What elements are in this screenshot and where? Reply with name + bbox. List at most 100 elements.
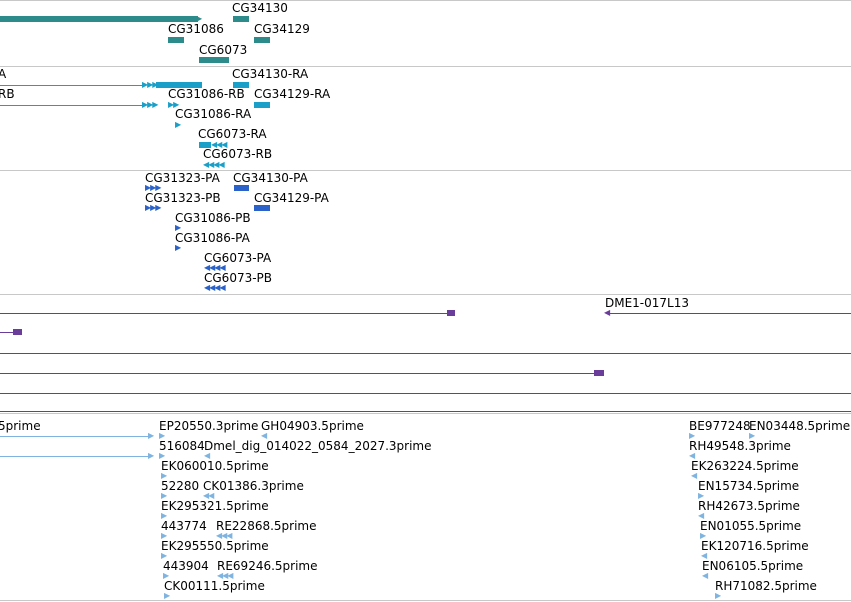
cds-label[interactable]: CG6073-PB	[204, 271, 273, 285]
cds-label[interactable]: CG31323-PB	[145, 191, 221, 205]
cds-arrowheads: ▶	[175, 243, 181, 252]
cds-label[interactable]: CG31086-PB	[175, 211, 251, 225]
transcript-exon[interactable]	[233, 82, 249, 88]
est-label[interactable]: 52280	[161, 479, 200, 493]
gene-label[interactable]: CG6073	[199, 43, 248, 57]
transcript-label[interactable]: A	[0, 67, 7, 81]
gene-arrowhead: ▶	[196, 14, 202, 23]
est-arrowhead: ◀◀◀	[217, 571, 234, 580]
est-label[interactable]: EN03448.5prime	[749, 419, 851, 433]
transcript-label[interactable]: CG6073-RA	[198, 127, 267, 141]
est-arrowhead: ▶	[700, 531, 706, 540]
est-label[interactable]: 443774	[161, 519, 207, 533]
est-label[interactable]: RE69246.5prime	[217, 559, 318, 573]
est-arrowhead: ◀◀◀	[216, 531, 233, 540]
est-label[interactable]: EK120716.5prime	[701, 539, 809, 553]
cds-label[interactable]: CG6073-PA	[204, 251, 272, 265]
gene-label[interactable]: CG34129	[254, 22, 310, 36]
est-arrowhead: ▶	[715, 591, 721, 600]
transcript-exon[interactable]	[156, 82, 202, 88]
transcript-arrowheads: ▶▶	[168, 100, 179, 109]
cds-arrowheads: ◀◀◀◀	[204, 283, 226, 292]
transcript-arrowheads: ▶▶▶	[142, 80, 159, 89]
gene-label[interactable]: CG31086	[168, 22, 224, 36]
track-separator	[0, 170, 851, 171]
est-arrowhead: ◀	[701, 551, 707, 560]
est-arrowhead: ▶	[164, 591, 170, 600]
est-arrowhead: ▶	[163, 571, 169, 580]
est-arrowhead: ◀	[261, 431, 267, 440]
clone-label[interactable]: DME1-017L13	[605, 296, 689, 310]
transcript-label[interactable]: CG6073-RB	[203, 147, 273, 161]
cds-label[interactable]: CG31086-PA	[175, 231, 250, 245]
track-separator	[0, 294, 851, 295]
cds-label[interactable]: CG31323-PA	[145, 171, 220, 185]
track-separator	[0, 66, 851, 67]
transcript-label[interactable]: CG31086-RA	[175, 107, 252, 121]
cds-label[interactable]: CG34129-PA	[254, 191, 329, 205]
est-arrowhead: ◀◀	[203, 491, 214, 500]
est-label[interactable]: EK295550.5prime	[161, 539, 269, 553]
transcript-intron-line	[0, 105, 145, 106]
cds-feature[interactable]	[254, 205, 270, 211]
est-arrowhead: ▶	[749, 431, 755, 440]
est-label[interactable]: 516084	[159, 439, 205, 453]
est-arrowhead: ▶	[161, 511, 167, 520]
track-separator	[0, 0, 851, 1]
est-label[interactable]: EP20550.3prime	[159, 419, 259, 433]
clone-end[interactable]	[447, 310, 455, 316]
cds-arrowheads: ▶▶▶	[145, 203, 162, 212]
est-label[interactable]: BE977248	[689, 419, 751, 433]
est-label[interactable]: EK060010.5prime	[161, 459, 269, 473]
est-label[interactable]: RE22868.5prime	[216, 519, 317, 533]
transcript-arrowheads: ◀◀◀◀	[203, 160, 225, 169]
transcript-label[interactable]: CG34130-RA	[232, 67, 309, 81]
est-label[interactable]: RH71082.5prime	[715, 579, 817, 593]
est-label[interactable]: GH04903.5prime	[261, 419, 364, 433]
est-line	[0, 436, 150, 437]
est-line	[0, 456, 150, 457]
est-label[interactable]: EK263224.5prime	[691, 459, 799, 473]
est-label[interactable]: EN06105.5prime	[702, 559, 804, 573]
est-label[interactable]: RH42673.5prime	[698, 499, 800, 513]
transcript-exon[interactable]	[254, 102, 270, 108]
clone-end[interactable]	[13, 329, 22, 335]
gene-feature[interactable]	[168, 37, 184, 43]
est-label[interactable]: EN15734.5prime	[698, 479, 800, 493]
gene-feature[interactable]	[254, 37, 270, 43]
est-label[interactable]: EK295321.5prime	[161, 499, 269, 513]
est-arrowhead: ▶	[159, 431, 165, 440]
clone-end[interactable]	[594, 370, 604, 376]
gene-label[interactable]: CG34130	[232, 1, 288, 15]
track-separator	[0, 600, 851, 601]
est-arrowhead: ◀	[691, 471, 697, 480]
est-label[interactable]: EN01055.5prime	[700, 519, 802, 533]
est-arrowhead: ◀	[689, 451, 695, 460]
transcript-label[interactable]: CG31086-RB	[168, 87, 245, 101]
gene-feature[interactable]	[233, 16, 249, 22]
track-separator	[0, 413, 851, 414]
transcript-exon[interactable]	[199, 142, 211, 148]
gene-feature[interactable]	[199, 57, 229, 63]
est-arrowhead: ▶	[148, 451, 154, 460]
est-label[interactable]: RH49548.3prime	[689, 439, 791, 453]
est-label[interactable]: CK01386.3prime	[203, 479, 304, 493]
est-arrowhead: ▶	[161, 531, 167, 540]
est-arrowhead: ▶	[161, 471, 167, 480]
est-label[interactable]: 443904	[163, 559, 209, 573]
cds-feature[interactable]	[234, 185, 249, 191]
cds-label[interactable]: CG34130-PA	[233, 171, 308, 185]
est-label[interactable]: Dmel_dig_014022_0584_2027.3prime	[204, 439, 432, 453]
gene-feature[interactable]	[0, 16, 198, 22]
est-label[interactable]: 5prime	[0, 419, 41, 433]
transcript-label[interactable]: RB	[0, 87, 15, 101]
est-arrowhead: ◀	[698, 511, 704, 520]
est-arrowhead: ◀	[204, 451, 210, 460]
cds-arrowheads: ▶▶▶	[145, 183, 162, 192]
est-label[interactable]: CK00111.5prime	[164, 579, 265, 593]
est-arrowhead: ▶	[698, 491, 704, 500]
transcript-intron-line	[0, 85, 145, 86]
transcript-arrowheads: ▶	[175, 120, 181, 129]
transcript-label[interactable]: CG34129-RA	[254, 87, 331, 101]
cds-arrowheads: ◀◀◀◀	[204, 263, 226, 272]
